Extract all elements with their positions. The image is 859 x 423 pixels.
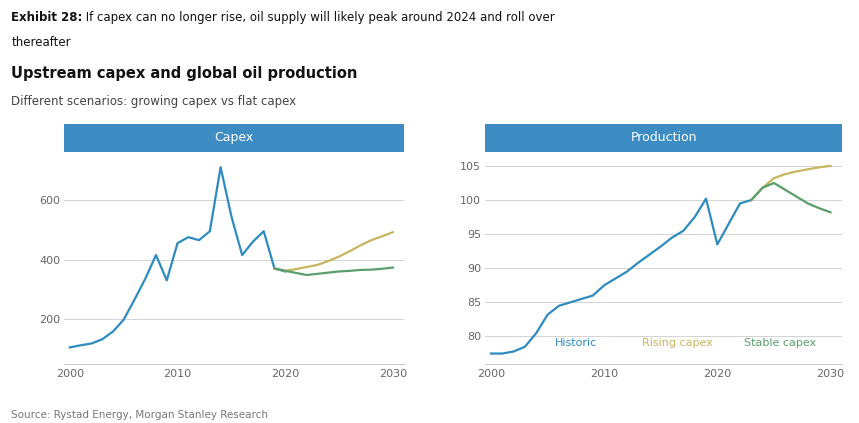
Text: Stable capex: Stable capex xyxy=(744,338,816,348)
Text: Source: Rystad Energy, Morgan Stanley Research: Source: Rystad Energy, Morgan Stanley Re… xyxy=(11,410,268,420)
Text: Exhibit 28:: Exhibit 28: xyxy=(11,11,82,24)
Text: Capex: Capex xyxy=(215,132,253,144)
Text: Rising capex: Rising capex xyxy=(643,338,713,348)
Text: If capex can no longer rise, oil supply will likely peak around 2024 and roll ov: If capex can no longer rise, oil supply … xyxy=(82,11,554,24)
Text: Historic: Historic xyxy=(555,338,597,348)
Text: Upstream capex and global oil production: Upstream capex and global oil production xyxy=(11,66,357,80)
Text: Production: Production xyxy=(631,132,697,144)
Text: Different scenarios: growing capex vs flat capex: Different scenarios: growing capex vs fl… xyxy=(11,95,296,108)
Text: thereafter: thereafter xyxy=(11,36,70,49)
